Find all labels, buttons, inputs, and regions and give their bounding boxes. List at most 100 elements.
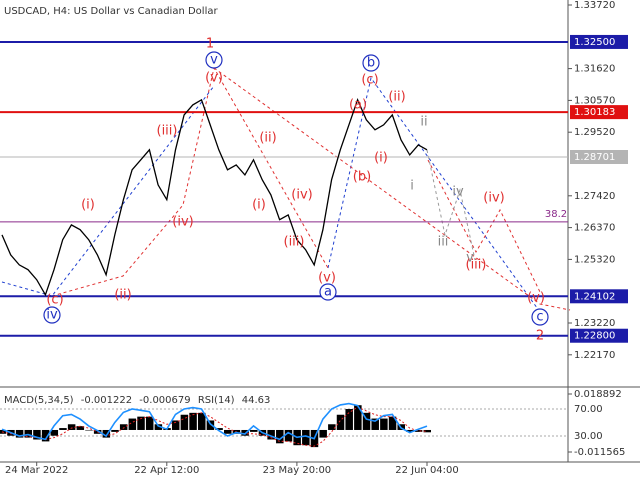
macd-bar	[145, 416, 154, 430]
macd-bar	[119, 424, 128, 430]
macd-bar	[67, 424, 76, 430]
annotation: 1	[206, 37, 214, 52]
annotation: (iii)	[466, 258, 487, 273]
macd-bar	[171, 420, 180, 430]
annotation-circle	[531, 308, 549, 326]
price-line	[1, 98, 428, 297]
macd-bar	[345, 409, 353, 430]
macd-bar	[414, 429, 423, 432]
macd-bar	[111, 429, 119, 432]
level-label-box	[570, 328, 628, 343]
macd-tick-label: 0.018892	[574, 389, 622, 400]
wave-line	[427, 159, 541, 293]
annotation: (i)	[374, 151, 388, 166]
x-tick-label: 23 May 20:00	[263, 465, 332, 476]
indicator-header: MACD(5,34,5) -0.001222 -0.000679 RSI(14)…	[4, 395, 270, 406]
rsi-tick-label: 30.00	[574, 431, 603, 442]
macd-bar	[406, 429, 414, 432]
annotation-circle	[205, 51, 223, 69]
macd-bar	[362, 412, 371, 430]
annotation: i	[410, 179, 414, 194]
annotation: (iii)	[157, 124, 178, 139]
annotation: c	[536, 310, 543, 325]
chart-title: USDCAD, H4: US Dollar vs Canadian Dollar	[4, 6, 218, 17]
annotation: iii	[438, 235, 449, 250]
x-tick-label: 22 Apr 12:00	[134, 465, 199, 476]
wave-line	[213, 67, 571, 311]
y-tick-label: 1.23220	[574, 318, 615, 329]
macd-bar	[380, 418, 388, 430]
macd-bar	[423, 429, 431, 433]
annotation: (c)	[46, 293, 63, 308]
level-label: 1.28701	[574, 152, 615, 163]
level-label-box	[570, 34, 628, 49]
annotation: (ii)	[259, 131, 276, 146]
y-tick-label: 1.27420	[574, 191, 615, 202]
level-label-box	[570, 289, 628, 304]
signal-value: -0.000679	[139, 395, 190, 406]
annotation: v	[210, 53, 218, 68]
wave-line	[1, 85, 215, 297]
macd-bar	[137, 416, 145, 430]
macd-bar	[371, 418, 379, 430]
x-tick-label: 22 Jun 04:00	[395, 465, 459, 476]
annotation: (iv)	[172, 215, 193, 230]
y-tick-label: 1.33720	[574, 0, 615, 11]
level-label: 1.32500	[574, 37, 615, 48]
annotation: (ii)	[388, 90, 405, 105]
macd-bar	[24, 429, 33, 438]
macd-bar	[128, 418, 137, 430]
macd-bar	[33, 429, 41, 440]
macd-bar	[59, 428, 67, 430]
level-label: 1.22800	[574, 331, 615, 342]
macd-bar	[302, 429, 310, 446]
macd-bar	[388, 416, 397, 430]
y-tick-label: 1.31620	[574, 64, 615, 75]
annotation-circle	[319, 283, 337, 301]
rsi-label: RSI(14)	[198, 395, 235, 406]
annotation: (i)	[81, 198, 95, 213]
annotation: 2	[536, 329, 544, 344]
annotation: b	[367, 56, 375, 71]
annotation: (i)	[252, 198, 266, 213]
annotation: (b)	[353, 170, 371, 185]
macd-bar	[41, 429, 50, 442]
rsi-tick-label: 70.00	[574, 404, 603, 415]
macd-bar	[15, 429, 24, 438]
macd-bar	[180, 414, 189, 430]
rsi-value: 44.63	[242, 395, 271, 406]
annotation: (v)	[205, 71, 223, 86]
annotation: (ii)	[114, 288, 131, 303]
annotation: (a)	[349, 98, 367, 113]
annotation: 38.2	[545, 209, 567, 220]
y-tick-label: 1.25320	[574, 254, 615, 265]
wave-lines	[1, 66, 571, 313]
macd-bar	[102, 429, 111, 438]
macd-bar	[76, 426, 85, 430]
wave-line	[51, 66, 329, 297]
x-tick-label: 24 Mar 2022	[5, 465, 68, 476]
macd-bar	[215, 428, 223, 430]
macd-bar	[276, 429, 284, 444]
macd-bar	[328, 424, 336, 430]
annotation: iv	[46, 308, 58, 323]
annotation: ii	[420, 115, 427, 130]
level-label: 1.24102	[574, 291, 615, 302]
annotation: v	[466, 251, 474, 266]
macd-bar	[85, 429, 93, 431]
annotation-circle	[43, 306, 61, 324]
macd-tick-label: -0.011565	[574, 447, 625, 458]
macd-bar	[197, 412, 206, 430]
level-label-box	[570, 150, 628, 165]
annotation: a	[324, 285, 332, 300]
y-tick-label: 1.30570	[574, 95, 615, 106]
annotation: (iv)	[291, 188, 312, 203]
macd-bar	[50, 429, 59, 436]
indicator-label: MACD(5,34,5)	[4, 395, 74, 406]
annotation: (c)	[361, 73, 378, 88]
y-tick-label: 1.22170	[574, 350, 615, 361]
macd-value: -0.001222	[81, 395, 132, 406]
macd-bar	[267, 429, 275, 440]
annotation: (iv)	[483, 191, 504, 206]
